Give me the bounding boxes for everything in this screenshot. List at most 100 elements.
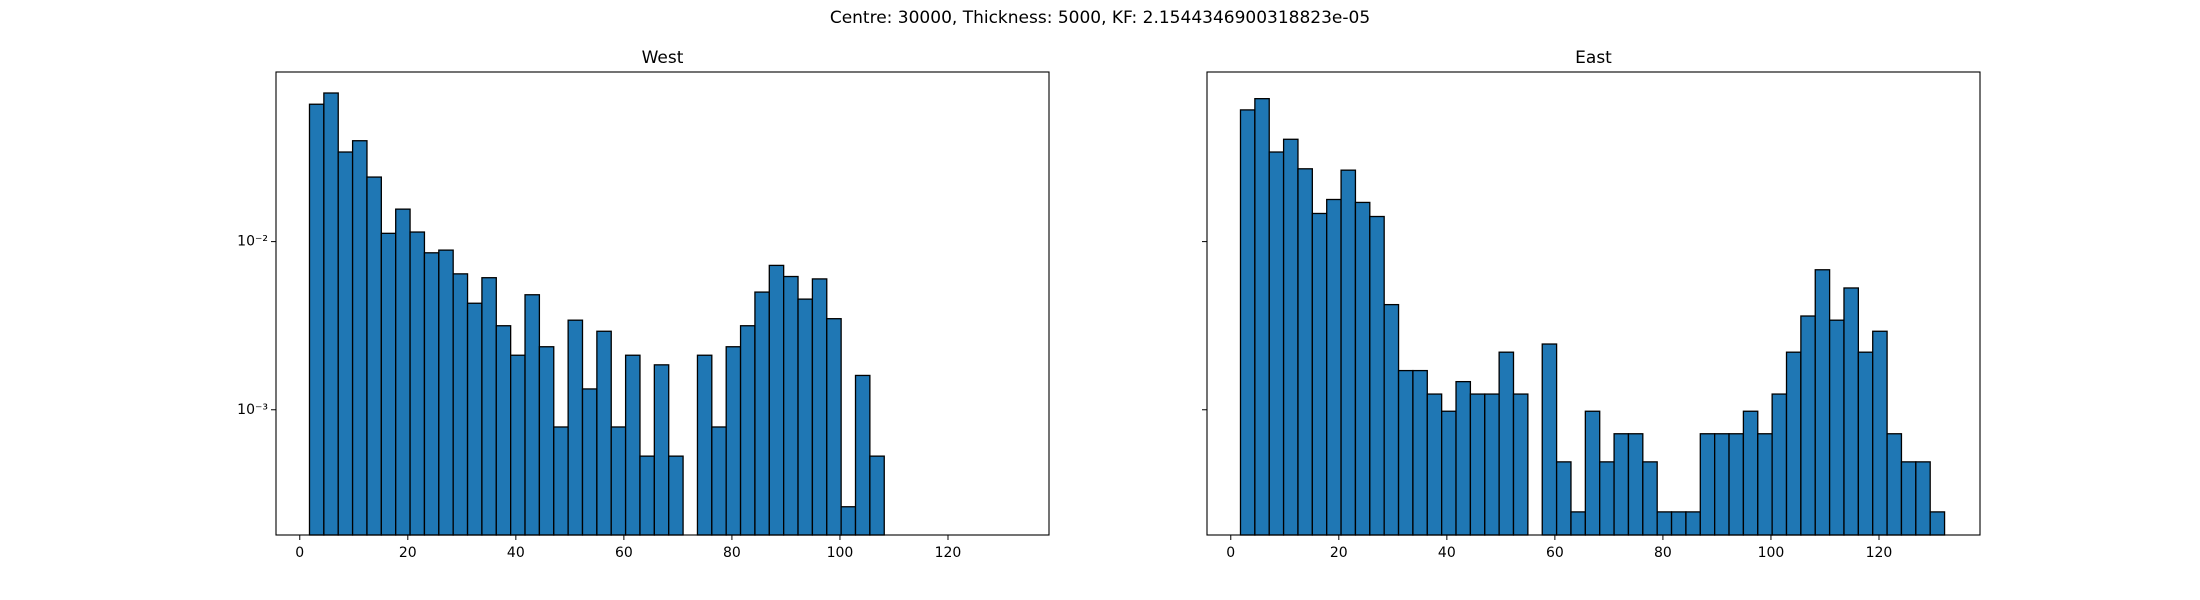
bar	[380, 232, 397, 536]
bar	[1627, 433, 1644, 536]
bar	[1843, 287, 1860, 536]
x-tick-label: 0	[295, 545, 304, 561]
bar	[1685, 511, 1701, 536]
bar	[337, 151, 354, 536]
bar	[725, 346, 742, 536]
bar	[1728, 433, 1745, 536]
bar	[567, 319, 584, 536]
bar	[1900, 461, 1917, 536]
subplot-title: West	[642, 48, 684, 68]
bar	[1599, 461, 1615, 536]
bar	[1670, 511, 1687, 536]
bar	[1570, 511, 1586, 536]
bar	[1915, 461, 1931, 536]
bar	[423, 252, 440, 536]
bar	[1771, 393, 1788, 536]
bar	[1239, 109, 1256, 536]
bar	[1742, 410, 1759, 536]
bar	[1857, 351, 1874, 536]
x-tick-label: 120	[935, 545, 962, 561]
bar	[466, 302, 483, 536]
bar	[783, 275, 799, 536]
x-tick-label: 40	[1438, 545, 1456, 561]
bar	[711, 426, 727, 536]
bar	[1785, 351, 1802, 536]
bar	[524, 294, 541, 536]
bar	[739, 325, 756, 536]
bar	[510, 354, 526, 536]
bar	[538, 346, 555, 536]
bar	[1484, 393, 1500, 536]
bar	[1397, 369, 1414, 536]
bar	[1282, 138, 1299, 536]
x-tick-label: 100	[827, 545, 854, 561]
bar	[1412, 369, 1428, 536]
bar	[581, 388, 598, 536]
bar	[1757, 433, 1773, 536]
bar	[481, 277, 497, 536]
bar	[696, 354, 713, 536]
bar	[1311, 212, 1328, 536]
bar	[409, 231, 426, 536]
bar	[1512, 393, 1529, 536]
bar	[1828, 319, 1845, 536]
bar	[395, 208, 411, 536]
y-tick-label: 10⁻²	[237, 234, 268, 250]
x-tick-label: 20	[1330, 545, 1348, 561]
bar	[826, 318, 842, 536]
bar	[1297, 168, 1313, 536]
bar	[624, 354, 641, 536]
bar	[797, 298, 814, 536]
x-tick-label: 120	[1866, 545, 1893, 561]
bar	[1800, 315, 1816, 536]
bar	[754, 291, 770, 536]
bar	[1814, 269, 1831, 536]
x-tick-label: 20	[399, 545, 417, 561]
bar	[1369, 215, 1385, 536]
bar	[668, 455, 684, 536]
bar	[653, 364, 670, 536]
bar	[1886, 433, 1903, 536]
bar	[854, 374, 871, 536]
bar	[1541, 343, 1558, 536]
bar	[596, 330, 612, 536]
bar	[639, 455, 655, 536]
bar	[1354, 201, 1371, 536]
y-tick-label: 10⁻³	[237, 402, 268, 418]
bar	[1555, 461, 1572, 536]
x-tick-label: 100	[1758, 545, 1785, 561]
bar	[1254, 98, 1270, 536]
bar	[1455, 380, 1472, 536]
figure-title: Centre: 30000, Thickness: 5000, KF: 2.15…	[830, 8, 1370, 28]
bar	[1340, 169, 1357, 536]
bar	[1613, 433, 1630, 536]
x-tick-label: 0	[1226, 545, 1235, 561]
bar	[366, 176, 382, 536]
bar	[840, 506, 857, 536]
bar	[1426, 393, 1443, 536]
bar	[323, 92, 339, 536]
bar	[553, 426, 569, 536]
bar	[869, 455, 885, 536]
subplot-title: East	[1575, 48, 1612, 68]
axes-frame	[1206, 71, 1981, 536]
bar	[438, 249, 454, 536]
bar	[1714, 433, 1730, 536]
axes-frame	[275, 71, 1050, 536]
bar	[1872, 330, 1888, 536]
bar	[351, 140, 368, 536]
bar	[811, 278, 828, 536]
x-tick-label: 40	[507, 545, 525, 561]
bar	[1656, 511, 1673, 536]
bar	[1268, 151, 1285, 536]
bar	[768, 264, 785, 536]
bar	[308, 103, 325, 536]
bar	[1441, 410, 1457, 536]
bar	[495, 325, 512, 536]
bar	[1584, 410, 1601, 536]
x-tick-label: 80	[1654, 545, 1672, 561]
bar	[1699, 433, 1716, 536]
bar	[1383, 303, 1400, 536]
bar	[1498, 351, 1515, 536]
